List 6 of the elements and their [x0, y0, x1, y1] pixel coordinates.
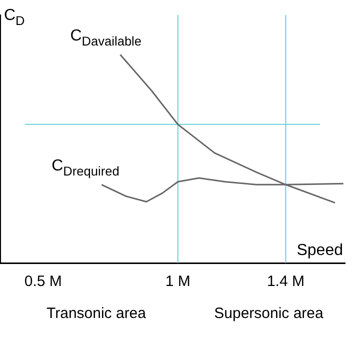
x-axis-title: Speed [296, 242, 343, 259]
text: Transonic area [46, 305, 147, 322]
x-tick-label: 1.4 M [266, 273, 304, 290]
text: Supersonic area [214, 305, 324, 322]
x-tick-label: 0.5 M [24, 273, 62, 290]
x-tick-label: 1 M [165, 273, 190, 290]
